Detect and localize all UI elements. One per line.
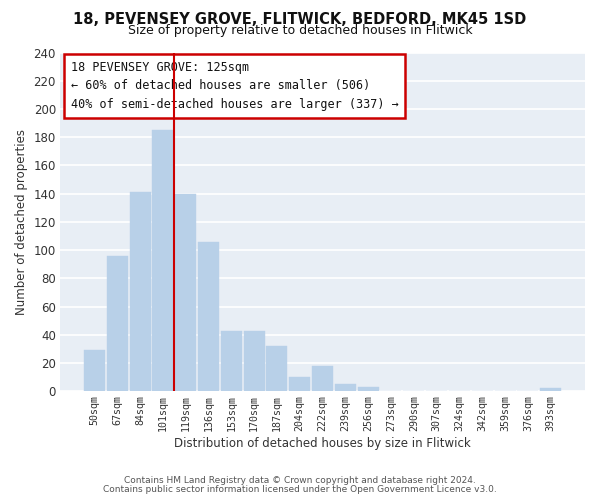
Bar xyxy=(130,192,151,392)
Text: 18, PEVENSEY GROVE, FLITWICK, BEDFORD, MK45 1SD: 18, PEVENSEY GROVE, FLITWICK, BEDFORD, M… xyxy=(73,12,527,28)
Text: Size of property relative to detached houses in Flitwick: Size of property relative to detached ho… xyxy=(128,24,472,37)
Text: 18 PEVENSEY GROVE: 125sqm
← 60% of detached houses are smaller (506)
40% of semi: 18 PEVENSEY GROVE: 125sqm ← 60% of detac… xyxy=(71,61,398,111)
Bar xyxy=(244,330,265,392)
Bar xyxy=(198,242,219,392)
Bar xyxy=(175,194,196,392)
Bar xyxy=(312,366,333,392)
Text: Contains HM Land Registry data © Crown copyright and database right 2024.: Contains HM Land Registry data © Crown c… xyxy=(124,476,476,485)
Bar xyxy=(84,350,105,392)
Bar xyxy=(358,387,379,392)
Bar xyxy=(266,346,287,392)
X-axis label: Distribution of detached houses by size in Flitwick: Distribution of detached houses by size … xyxy=(174,437,471,450)
Bar xyxy=(152,130,173,392)
Bar xyxy=(289,377,310,392)
Bar xyxy=(221,330,242,392)
Text: Contains public sector information licensed under the Open Government Licence v3: Contains public sector information licen… xyxy=(103,485,497,494)
Bar xyxy=(107,256,128,392)
Y-axis label: Number of detached properties: Number of detached properties xyxy=(15,129,28,315)
Bar xyxy=(335,384,356,392)
Bar xyxy=(540,388,561,392)
